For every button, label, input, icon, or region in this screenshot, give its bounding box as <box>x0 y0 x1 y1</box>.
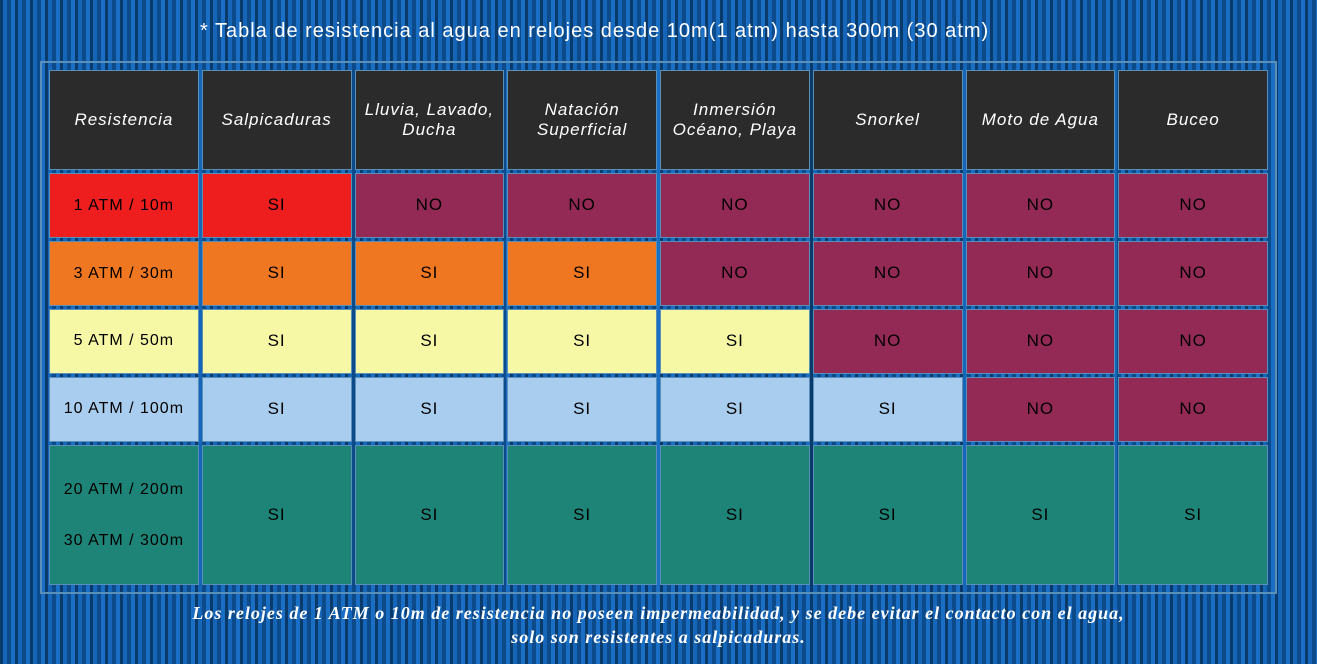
page-title: * Tabla de resistencia al agua en reloje… <box>40 20 1277 43</box>
value-cell: NO <box>966 173 1116 238</box>
value-cell: NO <box>966 241 1116 306</box>
column-header: Moto de Agua <box>966 70 1116 170</box>
value-cell: SI <box>660 377 810 442</box>
row-label-cell: 1 ATM / 10m <box>49 173 199 238</box>
column-header: Natación Superficial <box>507 70 657 170</box>
value-cell: SI <box>202 309 352 374</box>
value-cell: SI <box>202 377 352 442</box>
value-cell: SI <box>507 445 657 586</box>
value-cell: SI <box>355 445 505 586</box>
row-label-cell: 20 ATM / 200m 30 ATM / 300m <box>49 445 199 586</box>
value-cell: NO <box>355 173 505 238</box>
value-cell: NO <box>1118 377 1268 442</box>
value-cell: SI <box>813 445 963 586</box>
value-cell: SI <box>660 309 810 374</box>
column-header: Inmersión Océano, Playa <box>660 70 810 170</box>
table-container: ResistenciaSalpicadurasLluvia, Lavado, D… <box>40 61 1277 594</box>
row-label-cell: 10 ATM / 100m <box>49 377 199 442</box>
value-cell: SI <box>813 377 963 442</box>
table-row: 1 ATM / 10mSINONONONONONO <box>49 173 1268 238</box>
column-header: Salpicaduras <box>202 70 352 170</box>
value-cell: SI <box>355 241 505 306</box>
value-cell: NO <box>1118 309 1268 374</box>
footer-note: Los relojes de 1 ATM o 10m de resistenci… <box>40 602 1277 649</box>
table-header-row: ResistenciaSalpicadurasLluvia, Lavado, D… <box>49 70 1268 170</box>
value-cell: SI <box>507 241 657 306</box>
column-header: Lluvia, Lavado, Ducha <box>355 70 505 170</box>
value-cell: NO <box>1118 173 1268 238</box>
value-cell: NO <box>966 377 1116 442</box>
row-label-cell: 3 ATM / 30m <box>49 241 199 306</box>
value-cell: NO <box>813 241 963 306</box>
table-row: 5 ATM / 50mSISISISINONONO <box>49 309 1268 374</box>
column-header: Snorkel <box>813 70 963 170</box>
value-cell: SI <box>966 445 1116 586</box>
value-cell: SI <box>355 309 505 374</box>
value-cell: NO <box>1118 241 1268 306</box>
table-row: 20 ATM / 200m 30 ATM / 300mSISISISISISIS… <box>49 445 1268 586</box>
table-row: 10 ATM / 100mSISISISISINONO <box>49 377 1268 442</box>
value-cell: NO <box>660 173 810 238</box>
value-cell: SI <box>507 377 657 442</box>
value-cell: SI <box>660 445 810 586</box>
value-cell: SI <box>1118 445 1268 586</box>
column-header: Resistencia <box>49 70 199 170</box>
column-header: Buceo <box>1118 70 1268 170</box>
resistance-table: ResistenciaSalpicadurasLluvia, Lavado, D… <box>46 67 1271 588</box>
row-label-cell: 5 ATM / 50m <box>49 309 199 374</box>
value-cell: SI <box>507 309 657 374</box>
value-cell: NO <box>813 173 963 238</box>
value-cell: NO <box>660 241 810 306</box>
table-row: 3 ATM / 30mSISISINONONONO <box>49 241 1268 306</box>
value-cell: SI <box>355 377 505 442</box>
value-cell: SI <box>202 445 352 586</box>
value-cell: NO <box>813 309 963 374</box>
value-cell: NO <box>966 309 1116 374</box>
value-cell: SI <box>202 173 352 238</box>
value-cell: SI <box>202 241 352 306</box>
value-cell: NO <box>507 173 657 238</box>
